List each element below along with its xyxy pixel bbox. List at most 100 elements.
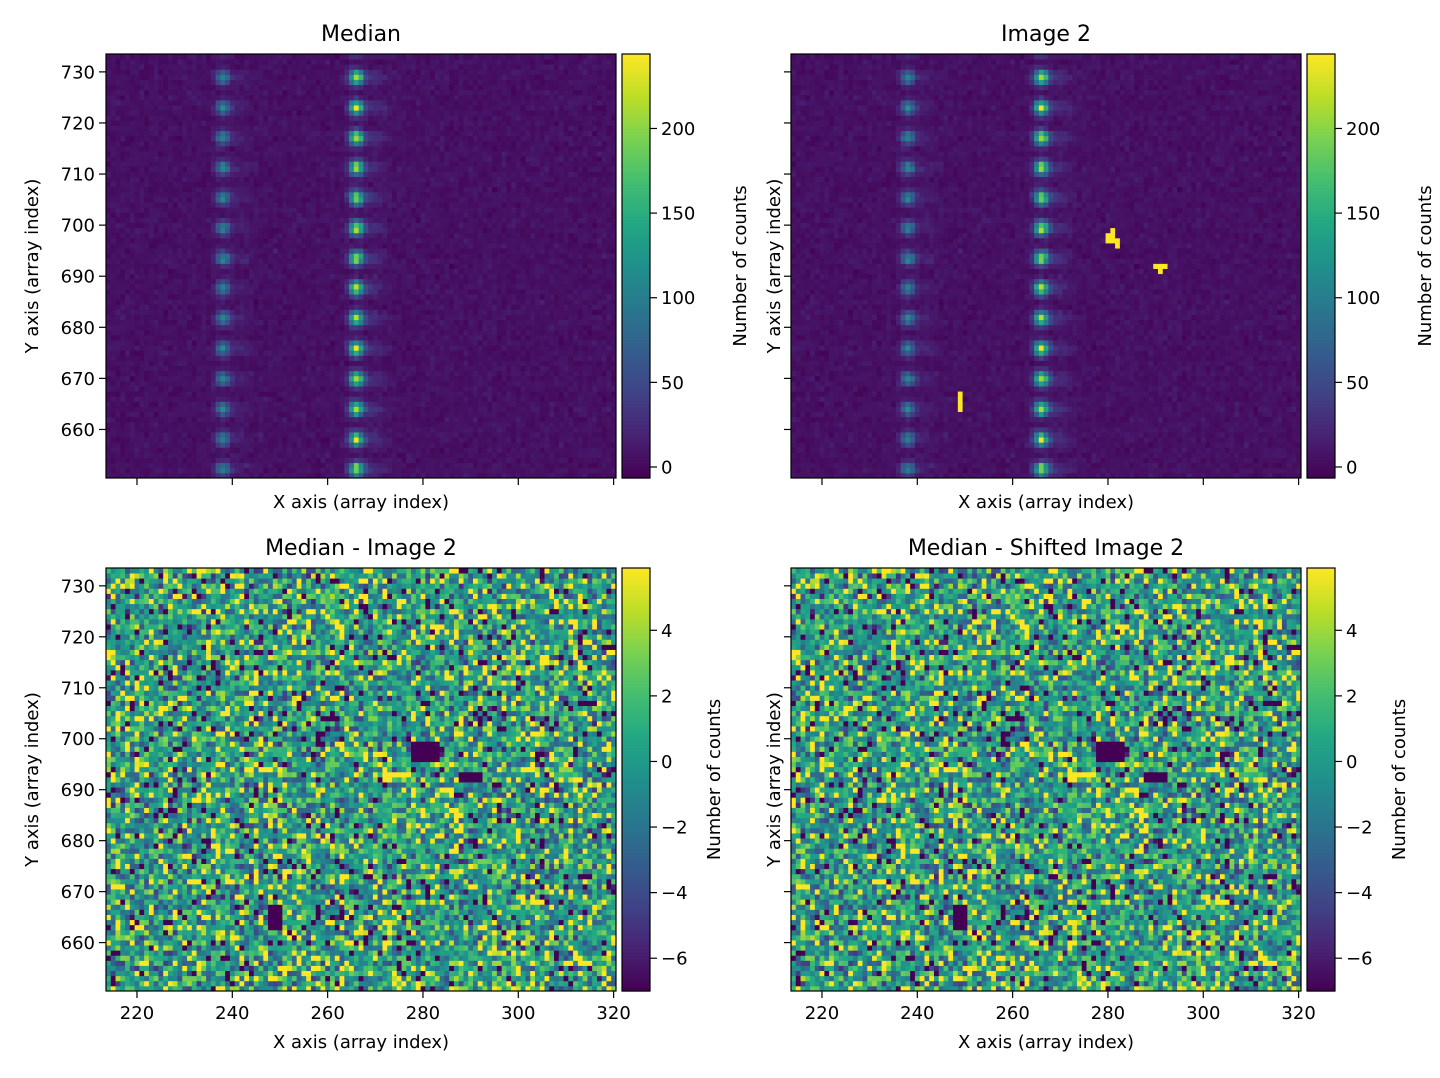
heatmap-cell [487,350,493,356]
heatmap-cell [287,345,293,351]
heatmap-cell [611,472,617,479]
heatmap-cell [239,288,245,295]
heatmap-cell [606,324,612,331]
heatmap-cell [349,340,355,346]
heatmap-cell [520,421,526,428]
heatmap-cell [268,447,274,453]
heatmap-cell [401,472,407,479]
heatmap-cell [239,375,245,382]
heatmap-cell [511,248,517,254]
heatmap-cell [272,329,278,336]
heatmap-cell [291,334,298,341]
heatmap-cell [349,365,355,372]
heatmap-cell [387,375,393,382]
heatmap-cell [201,370,207,377]
heatmap-cell [534,329,541,336]
heatmap-cell [515,380,522,387]
heatmap-cell [415,452,421,458]
heatmap-cell [139,472,145,479]
heatmap-cell [253,452,259,458]
heatmap-cell [587,370,593,377]
heatmap-cell [210,452,217,458]
heatmap-cell [148,391,155,397]
heatmap-cell [215,406,221,412]
heatmap-cell [106,334,112,341]
heatmap-cell [172,437,178,443]
heatmap-cell [196,324,202,331]
heatmap-cell [263,472,269,479]
heatmap-cell [506,258,512,264]
heatmap-cell [463,406,469,412]
heatmap-cell [125,345,131,351]
heatmap-cell [601,406,607,412]
heatmap-cell [587,355,593,361]
heatmap-cell [177,299,183,305]
heatmap-cell [492,452,498,458]
heatmap-cell [120,243,126,249]
heatmap-cell [167,421,174,428]
heatmap-cell [258,334,264,341]
heatmap-cell [444,273,450,280]
heatmap-cell [182,380,188,387]
heatmap-cell [539,355,545,361]
heatmap-cell [444,365,450,372]
heatmap-cell [148,345,155,351]
heatmap-cell [377,360,383,367]
heatmap-cell [563,268,569,275]
heatmap-cell [496,391,503,397]
heatmap-cell [592,299,598,305]
heatmap-cell [191,472,197,479]
heatmap-cell [187,396,193,402]
heatmap-cell [558,437,564,443]
heatmap-cell [177,253,183,259]
heatmap-cell [511,304,517,310]
heatmap-cell [515,324,522,331]
heatmap-cell [177,340,183,346]
heatmap-cell [144,406,150,412]
heatmap-cell [353,350,360,356]
heatmap-cell [349,319,355,326]
heatmap-cell [129,283,135,290]
heatmap-cell [525,288,531,295]
heatmap-cell [415,396,421,402]
heatmap-cell [163,253,169,259]
heatmap-cell [449,370,455,377]
heatmap-cell [144,432,150,438]
heatmap-cell [453,319,460,326]
heatmap-cell [291,437,298,443]
heatmap-cell [306,334,312,341]
heatmap-cell [144,345,150,351]
heatmap-cell [153,263,159,269]
heatmap-cell [177,467,183,474]
heatmap-cell [587,329,593,336]
heatmap-cell [287,334,293,341]
heatmap-cell [282,345,288,351]
heatmap-cell [582,432,588,438]
heatmap-cell [325,268,331,275]
heatmap-cell [506,426,512,433]
heatmap-cell [148,396,155,402]
heatmap-cell [377,375,383,382]
heatmap-cell [382,268,388,275]
heatmap-cell [334,329,340,336]
heatmap-cell [353,396,360,402]
heatmap-cell [191,273,197,280]
heatmap-cell [187,380,193,387]
heatmap-cell [287,294,293,300]
heatmap-cell [601,263,607,269]
heatmap-cell [239,314,245,321]
heatmap-cell [353,442,360,448]
heatmap-cell [363,442,369,448]
heatmap-cell [430,345,436,351]
heatmap-cell [554,432,560,438]
heatmap-cell [496,253,503,259]
heatmap-cell [601,324,607,331]
heatmap-cell [325,447,331,453]
heatmap-cell [511,360,517,367]
heatmap-cell [277,243,283,249]
heatmap-cell [330,294,336,300]
heatmap-cell [153,345,159,351]
heatmap-cell [268,391,274,397]
heatmap-cell [134,345,140,351]
heatmap-cell [372,365,379,372]
